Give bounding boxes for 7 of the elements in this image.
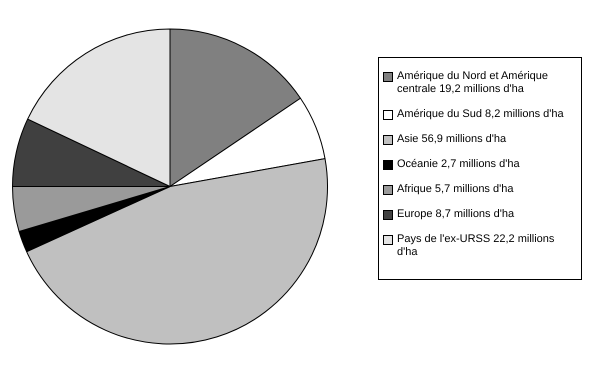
legend-label: Océanie 2,7 millions d'ha (397, 158, 520, 171)
legend-label: Afrique 5,7 millions d'ha (397, 183, 514, 196)
legend-label: Amérique du Sud 8,2 millions d'ha (397, 108, 564, 121)
legend-label: Pays de l'ex-URSS 22,2 millions d'ha (397, 233, 556, 259)
legend-label: Europe 8,7 millions d'ha (397, 208, 514, 221)
legend-label: Amérique du Nord et Amérique centrale 19,2 millions d'ha (397, 70, 550, 96)
legend-label: Asie 56,9 millions d'ha (397, 133, 506, 146)
